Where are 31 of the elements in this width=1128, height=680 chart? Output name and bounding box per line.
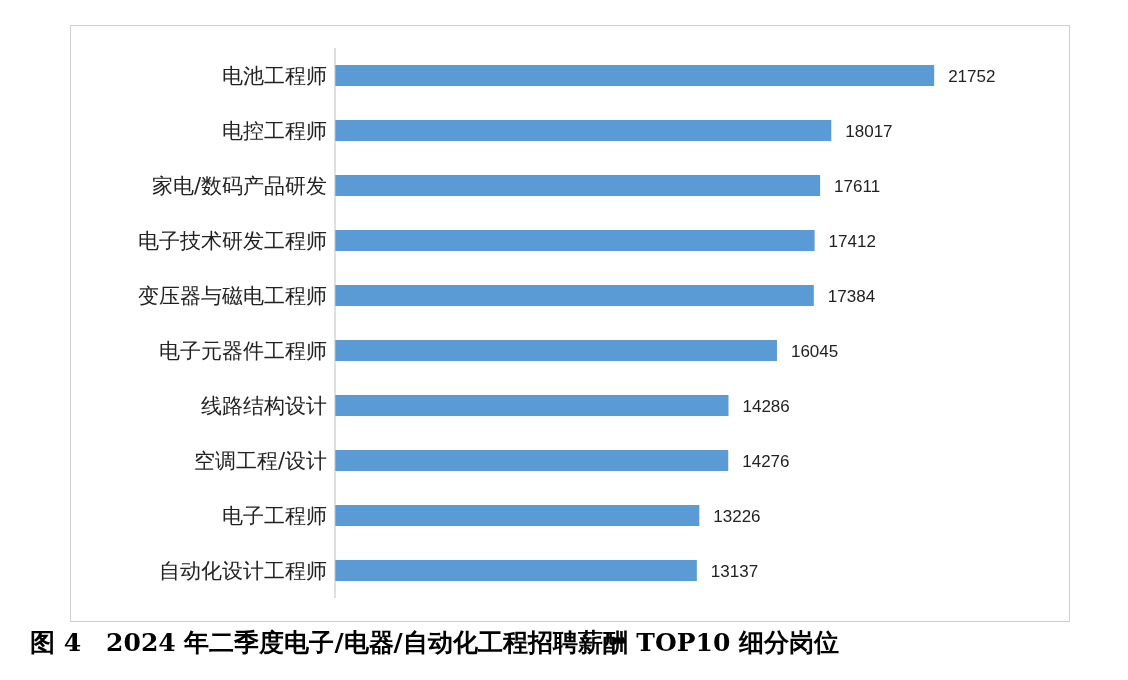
text: 图 4 2024 年二季度电子/电器/自动化工程招聘薪酬 TOP10 细分岗位 <box>30 627 841 659</box>
y-tick-label: 电子技术研发工程师 <box>138 228 327 253</box>
bar <box>335 560 697 581</box>
data-label: 17611 <box>834 176 881 196</box>
bar <box>335 285 814 306</box>
data-label: 18017 <box>845 121 893 141</box>
data-label: 21752 <box>948 66 996 86</box>
y-tick-label: 电控工程师 <box>222 118 327 143</box>
y-tick-label: 变压器与磁电工程师 <box>138 283 327 308</box>
bar <box>335 230 815 251</box>
data-label: 17384 <box>827 286 876 306</box>
data-label: 13137 <box>710 561 759 581</box>
y-tick-label: 电子元器件工程师 <box>159 338 327 363</box>
bar <box>335 120 832 141</box>
y-tick-label: 空调工程/设计 <box>193 448 327 473</box>
data-label: 14276 <box>742 451 790 471</box>
data-label: 14286 <box>742 396 790 416</box>
y-tick-label: 家电/数码产品研发 <box>151 173 327 198</box>
bar <box>335 65 935 86</box>
bar <box>335 450 729 471</box>
bar <box>335 340 777 361</box>
data-label: 17412 <box>828 231 876 251</box>
y-tick-label: 电池工程师 <box>222 63 327 88</box>
data-label: 16045 <box>790 341 839 361</box>
y-tick-label: 自动化设计工程师 <box>159 558 327 583</box>
bar <box>335 175 821 196</box>
data-label: 13226 <box>713 506 761 526</box>
y-tick-label: 电子工程师 <box>222 503 327 528</box>
y-tick-label: 线路结构设计 <box>201 393 327 418</box>
bar <box>335 505 700 526</box>
bar <box>335 395 729 416</box>
